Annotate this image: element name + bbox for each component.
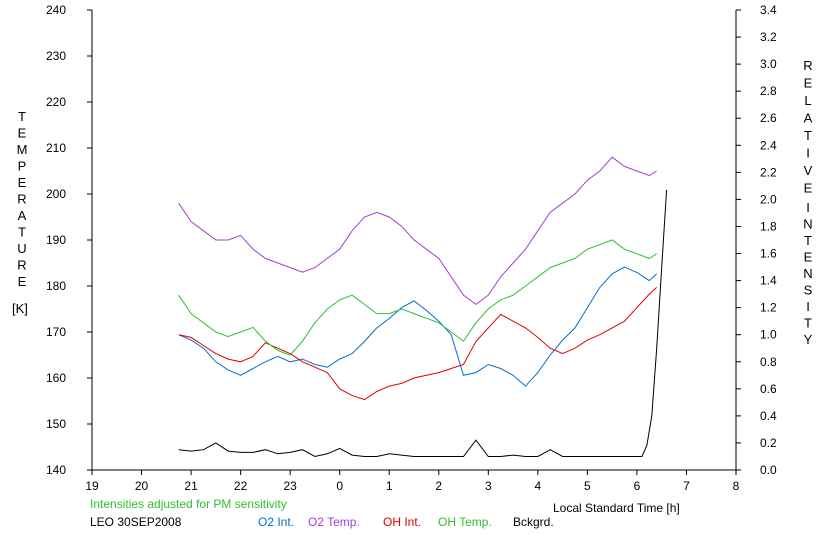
x-tick-label: 19 [85,479,99,493]
x-tick-label: 4 [535,479,542,493]
right-axis-ticks: 0.0 0.2 0.4 0.6 0.8 1.0 1.2 1.4 1.6 1.8 2.0 2.2 2.4 2… [736,3,777,477]
left-axis-label-letter: R [17,258,26,273]
right-axis-label-letter: E [804,76,813,91]
right-tick-label: 3.2 [760,30,777,44]
right-tick-label: 1.4 [760,274,777,288]
right-tick-label: 0.4 [760,409,777,423]
right-tick-label: 0.2 [760,436,777,450]
right-tick-label: 1.2 [760,301,777,315]
legend-entry: Bckgrd. [513,515,554,529]
right-tick-label: 2.8 [760,84,777,98]
left-axis-label-letter: E [18,175,27,190]
series-layer [178,156,668,458]
legend-entry: OH Temp. [438,515,492,529]
right-axis-label-letter: R [803,58,812,73]
x-tick-label: 1 [386,479,393,493]
left-tick-label: 160 [46,371,66,385]
left-tick-label: 140 [46,463,66,477]
x-tick-label: 6 [634,479,641,493]
x-axis-ticks: 19 20 21 22 23 0 1 2 3 4 5 6 7 8 [85,470,740,493]
right-tick-label: 2.0 [760,192,777,206]
right-axis-label-letter: T [804,128,812,143]
left-tick-label: 210 [46,141,66,155]
right-axis-label-letter: I [806,299,810,314]
x-axis-label: Local Standard Time [h] [553,501,680,515]
legend: O2 Int. O2 Temp. OH Int. OH Temp. Bckgrd. [258,515,554,529]
left-tick-label: 240 [46,3,66,17]
x-tick-label: 8 [733,479,740,493]
right-tick-label: 0.8 [760,355,777,369]
series-line-bckgrd [178,189,668,458]
right-axis-label-letter: S [804,283,813,298]
right-tick-label: 1.0 [760,328,777,342]
left-axis-label-letter: M [17,142,28,157]
series-line-o2-temp [178,156,657,306]
left-axis-label-letter: U [17,241,26,256]
right-tick-label: 0.0 [760,463,777,477]
right-axis-label-letter: V [804,163,813,178]
left-axis-label-letter: E [18,126,27,141]
x-tick-label: 5 [584,479,591,493]
left-axis-label-letter: T [18,225,26,240]
left-axis-label-letter: A [18,208,27,223]
right-tick-label: 2.2 [760,165,777,179]
right-tick-label: 3.0 [760,57,777,71]
right-axis-label-letter: I [806,146,810,161]
legend-entry: OH Int. [383,515,421,529]
right-tick-label: 3.4 [760,3,777,17]
right-axis-label-letter: I [806,200,810,215]
left-tick-label: 200 [46,187,66,201]
left-tick-label: 180 [46,279,66,293]
series-line-oh-int [178,287,658,401]
x-tick-label: 20 [135,479,149,493]
left-axis-label-letter: R [17,192,26,207]
station-label: LEO 30SEP2008 [90,515,182,529]
right-axis-label-letter: N [803,266,812,281]
right-axis-label-letter: E [804,181,813,196]
right-tick-label: 1.8 [760,219,777,233]
legend-entry: O2 Int. [258,515,294,529]
right-axis-label-letter: A [804,111,813,126]
right-tick-label: 2.4 [760,138,777,152]
right-axis-label-letter: L [804,93,811,108]
right-axis-label-letter: T [804,233,812,248]
right-axis-label-letter: Y [804,332,813,347]
x-tick-label: 23 [283,479,297,493]
series-line-oh-temp [178,239,657,356]
left-axis-unit: [K] [12,301,28,316]
series-line-o2-int [178,266,658,387]
left-tick-label: 190 [46,233,66,247]
left-tick-label: 230 [46,49,66,63]
right-axis-label-letter: T [804,316,812,331]
left-axis-label-letter: E [18,274,27,289]
x-tick-label: 2 [435,479,442,493]
right-tick-label: 2.6 [760,111,777,125]
left-tick-label: 170 [46,325,66,339]
x-tick-label: 0 [336,479,343,493]
left-tick-label: 150 [46,417,66,431]
x-tick-label: 21 [184,479,198,493]
x-tick-label: 7 [683,479,690,493]
right-axis-label-letter: E [804,250,813,265]
legend-entry: O2 Temp. [308,515,360,529]
left-axis-ticks: 140 150 160 170 180 190 200 210 220 230 240 [46,3,92,477]
left-axis-label-letter: P [18,159,27,174]
left-tick-label: 220 [46,95,66,109]
x-tick-label: 22 [234,479,248,493]
right-tick-label: 1.6 [760,247,777,261]
right-tick-label: 0.6 [760,382,777,396]
x-tick-label: 3 [485,479,492,493]
left-axis-label-letter: T [18,109,26,124]
note-text: Intensities adjusted for PM sensitivity [90,497,287,511]
right-axis-label-letter: N [803,217,812,232]
